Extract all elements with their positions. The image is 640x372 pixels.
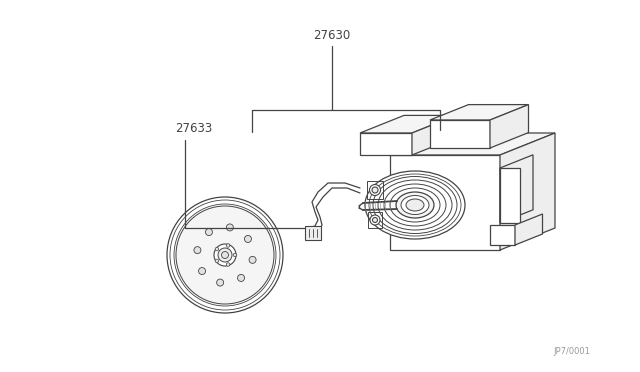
- Ellipse shape: [233, 253, 237, 257]
- Ellipse shape: [384, 184, 446, 226]
- Ellipse shape: [396, 192, 434, 218]
- Polygon shape: [390, 155, 500, 250]
- Ellipse shape: [176, 206, 274, 304]
- Ellipse shape: [167, 197, 283, 313]
- Text: 27630: 27630: [314, 29, 351, 42]
- Ellipse shape: [369, 185, 381, 196]
- Polygon shape: [430, 120, 490, 148]
- Ellipse shape: [216, 279, 223, 286]
- Polygon shape: [500, 168, 520, 223]
- Ellipse shape: [249, 256, 256, 263]
- Ellipse shape: [378, 180, 452, 230]
- Ellipse shape: [365, 171, 465, 239]
- Polygon shape: [430, 105, 529, 120]
- Ellipse shape: [244, 235, 252, 243]
- Ellipse shape: [372, 187, 378, 193]
- Ellipse shape: [198, 267, 205, 275]
- Ellipse shape: [221, 251, 228, 259]
- Polygon shape: [390, 133, 555, 155]
- Ellipse shape: [237, 275, 244, 282]
- Polygon shape: [500, 133, 555, 250]
- Text: JP7/0001: JP7/0001: [553, 347, 590, 356]
- Polygon shape: [360, 133, 412, 155]
- Ellipse shape: [194, 247, 201, 254]
- Ellipse shape: [205, 228, 212, 235]
- Ellipse shape: [227, 263, 230, 266]
- Polygon shape: [360, 115, 456, 133]
- Ellipse shape: [401, 196, 429, 215]
- Ellipse shape: [218, 248, 232, 262]
- Ellipse shape: [406, 199, 424, 211]
- Ellipse shape: [214, 244, 236, 266]
- Ellipse shape: [227, 224, 234, 231]
- Ellipse shape: [174, 204, 276, 306]
- Ellipse shape: [215, 259, 219, 263]
- Ellipse shape: [227, 244, 230, 247]
- Polygon shape: [412, 115, 456, 155]
- Ellipse shape: [390, 188, 440, 222]
- Polygon shape: [490, 105, 529, 148]
- Ellipse shape: [215, 247, 219, 251]
- Polygon shape: [500, 155, 533, 223]
- Ellipse shape: [372, 218, 378, 222]
- Text: 27633: 27633: [175, 122, 212, 135]
- Ellipse shape: [370, 215, 380, 225]
- Polygon shape: [515, 214, 543, 245]
- Ellipse shape: [373, 176, 457, 234]
- Polygon shape: [490, 225, 515, 245]
- Polygon shape: [305, 226, 321, 240]
